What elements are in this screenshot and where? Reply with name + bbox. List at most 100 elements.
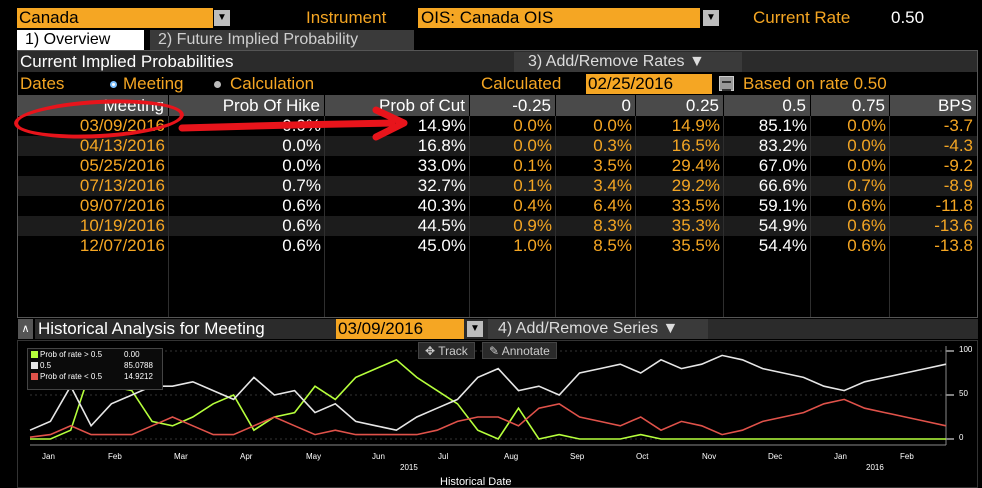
- table-row[interactable]: 04/13/2016 0.0% 16.8% 0.0% 0.3% 16.5% 83.2% 0.0…: [18, 136, 977, 156]
- probability-table: Meeting Prob Of Hike Prob of Cut -0.25 0 0.25…: [18, 95, 977, 317]
- based-on-rate-label: Based on rate 0.50: [743, 74, 887, 93]
- table-cell: 0.0%: [513, 116, 552, 135]
- table-cell: -13.6: [934, 216, 973, 235]
- calculation-option-label[interactable]: Calculation: [230, 74, 315, 93]
- column-divider: [555, 116, 556, 317]
- expand-collapse-button[interactable]: ∧: [18, 319, 33, 339]
- track-label: Track: [438, 344, 468, 358]
- table-row[interactable]: 09/07/2016 0.6% 40.3% 0.4% 6.4% 33.5% 59.1% 0.6…: [18, 196, 977, 216]
- column-header[interactable]: 0.25: [636, 95, 724, 116]
- table-cell: 0.6%: [282, 236, 321, 255]
- table-row[interactable]: 10/19/2016 0.6% 44.5% 0.9% 8.3% 35.3% 54.9% 0.6…: [18, 216, 977, 236]
- x-tick-label: Aug: [504, 452, 519, 461]
- table-cell: 54.9%: [758, 216, 807, 235]
- column-divider: [723, 116, 724, 317]
- column-divider: [168, 116, 169, 317]
- table-cell: 0.6%: [282, 216, 321, 235]
- meeting-radio[interactable]: [110, 81, 117, 88]
- legend-swatch: [31, 362, 38, 369]
- column-header[interactable]: Prob Of Hike: [169, 95, 325, 116]
- table-cell: 0.0%: [282, 156, 321, 175]
- year-label: 2015: [400, 463, 418, 472]
- table-row[interactable]: 07/13/2016 0.7% 32.7% 0.1% 3.4% 29.2% 66.6% 0.7…: [18, 176, 977, 196]
- series-line: [30, 358, 946, 441]
- add-remove-series-button[interactable]: 4) Add/Remove Series ▼: [488, 319, 708, 339]
- table-cell: 33.0%: [417, 156, 466, 175]
- table-cell: 03/09/2016: [79, 116, 165, 135]
- table-cell: 40.3%: [417, 196, 466, 215]
- tab-overview[interactable]: 1) Overview: [17, 30, 144, 50]
- pencil-icon: ✎: [489, 344, 500, 358]
- chevron-down-icon[interactable]: ▼: [703, 10, 719, 26]
- table-cell: 0.0%: [847, 136, 886, 155]
- table-cell: 0.0%: [513, 136, 552, 155]
- legend-swatch: [31, 373, 38, 380]
- table-cell: 29.4%: [671, 156, 720, 175]
- x-tick-label: Dec: [768, 452, 783, 461]
- table-cell: 54.4%: [758, 236, 807, 255]
- chevron-down-icon[interactable]: ▼: [214, 10, 230, 26]
- table-cell: 83.2%: [758, 136, 807, 155]
- country-select[interactable]: Canada: [17, 8, 213, 28]
- section-title: Current Implied Probabilities: [20, 52, 234, 71]
- table-cell: 35.5%: [671, 236, 720, 255]
- calculation-radio[interactable]: [214, 81, 221, 88]
- chevron-down-icon[interactable]: ▼: [467, 321, 483, 337]
- x-tick-label: Feb: [108, 452, 122, 461]
- table-cell: 0.1%: [513, 156, 552, 175]
- table-cell: 59.1%: [758, 196, 807, 215]
- calculated-date-input[interactable]: 02/25/2016: [586, 74, 712, 94]
- calendar-icon[interactable]: [719, 76, 734, 91]
- table-cell: 0.9%: [513, 216, 552, 235]
- column-header[interactable]: -0.25: [470, 95, 556, 116]
- x-tick-label: Jun: [372, 452, 385, 461]
- column-header[interactable]: Meeting: [18, 95, 169, 116]
- column-header[interactable]: 0.75: [811, 95, 890, 116]
- table-cell: 14.9%: [671, 116, 720, 135]
- table-cell: 0.0%: [847, 116, 886, 135]
- x-tick-label: Oct: [636, 452, 649, 461]
- current-rate-value: 0.50: [891, 8, 925, 27]
- instrument-select[interactable]: OIS: Canada OIS: [418, 8, 700, 28]
- table-row[interactable]: 12/07/2016 0.6% 45.0% 1.0% 8.5% 35.5% 54.4% 0.6…: [18, 236, 977, 256]
- add-remove-rates-button[interactable]: 3) Add/Remove Rates ▼: [514, 52, 742, 72]
- table-cell: 8.3%: [593, 216, 632, 235]
- top-bar: Canada ▼ Instrument OIS: Canada OIS ▼ Cu…: [0, 0, 982, 30]
- table-cell: 16.8%: [417, 136, 466, 155]
- column-header[interactable]: 0.5: [724, 95, 811, 116]
- annotate-button[interactable]: ✎ Annotate: [482, 342, 557, 359]
- table-cell: -4.3: [943, 136, 973, 155]
- year-label: 2016: [866, 463, 884, 472]
- tab-future-implied-probability[interactable]: 2) Future Implied Probability: [150, 30, 414, 50]
- table-cell: -3.7: [943, 116, 973, 135]
- table-cell: 35.3%: [671, 216, 720, 235]
- current-rate-label: Current Rate: [753, 8, 851, 27]
- column-header[interactable]: Prob of Cut: [325, 95, 470, 116]
- instrument-label: Instrument: [306, 8, 387, 27]
- dates-label: Dates: [20, 74, 65, 93]
- legend-label: 0.5: [40, 361, 52, 370]
- table-cell: 0.6%: [847, 216, 886, 235]
- chart-canvas[interactable]: [18, 341, 979, 488]
- table-cell: 3.4%: [593, 176, 632, 195]
- x-tick-label: Nov: [702, 452, 717, 461]
- table-cell: 32.7%: [417, 176, 466, 195]
- column-header[interactable]: 0: [556, 95, 636, 116]
- legend-item: 0.5 85.0788: [28, 360, 162, 371]
- meeting-option-label[interactable]: Meeting: [123, 74, 184, 93]
- table-cell: 45.0%: [417, 236, 466, 255]
- x-tick-label: Jul: [438, 452, 449, 461]
- track-button[interactable]: ✥ Track: [418, 342, 475, 359]
- historical-meeting-select[interactable]: 03/09/2016: [336, 319, 464, 339]
- table-row[interactable]: 05/25/2016 0.0% 33.0% 0.1% 3.5% 29.4% 67.0% 0.0…: [18, 156, 977, 176]
- table-cell: 04/13/2016: [79, 136, 165, 155]
- table-cell: 0.3%: [593, 136, 632, 155]
- table-cell: 0.0%: [282, 136, 321, 155]
- table-cell: 09/07/2016: [79, 196, 165, 215]
- table-cell: 14.9%: [417, 116, 466, 135]
- column-header[interactable]: BPS: [890, 95, 977, 116]
- crosshair-icon: ✥: [425, 344, 436, 358]
- table-cell: 6.4%: [593, 196, 632, 215]
- historical-title: Historical Analysis for Meeting: [38, 319, 265, 338]
- table-cell: 0.6%: [847, 196, 886, 215]
